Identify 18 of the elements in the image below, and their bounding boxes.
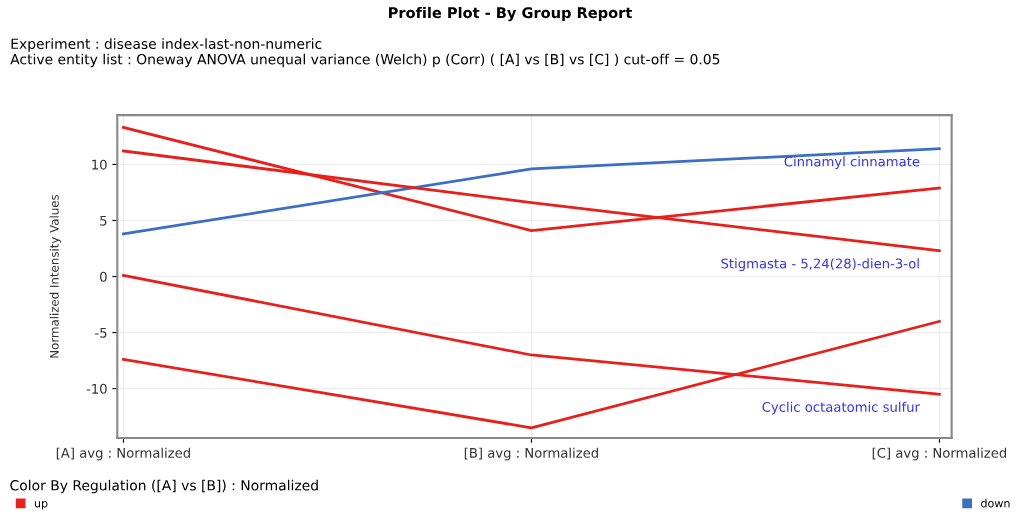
legend-label: down [981, 498, 1010, 508]
legend-label: up [34, 501, 48, 510]
x-tick-label: [B] avg : Normalized [464, 447, 598, 461]
y-tick-label: 5 [100, 215, 107, 226]
chart-title: Profile Plot - By Group Report [389, 6, 632, 22]
chart-subtitle: Experiment : disease index-last-non-numeric [11, 38, 322, 52]
y-axis-title: Normalized Intensity Values [49, 194, 62, 358]
x-tick-label: [C] avg : Normalized [872, 447, 1007, 461]
text: Active entity list : Oneway ANOVA unequal variance (Welch) p (Corr) ( [A] vs [B] vs [C] ) cut-off = 0.05 [10, 53, 720, 68]
x-tick-label: [A] avg : Normalized [56, 447, 190, 461]
annotation: Stigmasta - 5,24(28)-dien-3-ol [721, 258, 919, 272]
y-tick-label: 10 [92, 159, 107, 170]
y-tick-label: -10 [86, 383, 107, 394]
annotation: Cyclic octaatomic sulfur [762, 401, 920, 415]
y-tick-label: -5 [95, 327, 107, 338]
annotation: Cinnamyl cinnamate [784, 156, 920, 170]
legend-title: Color By Regulation ([A] vs [B]) : Normalized [10, 479, 318, 494]
y-tick-label: 0 [100, 271, 107, 282]
